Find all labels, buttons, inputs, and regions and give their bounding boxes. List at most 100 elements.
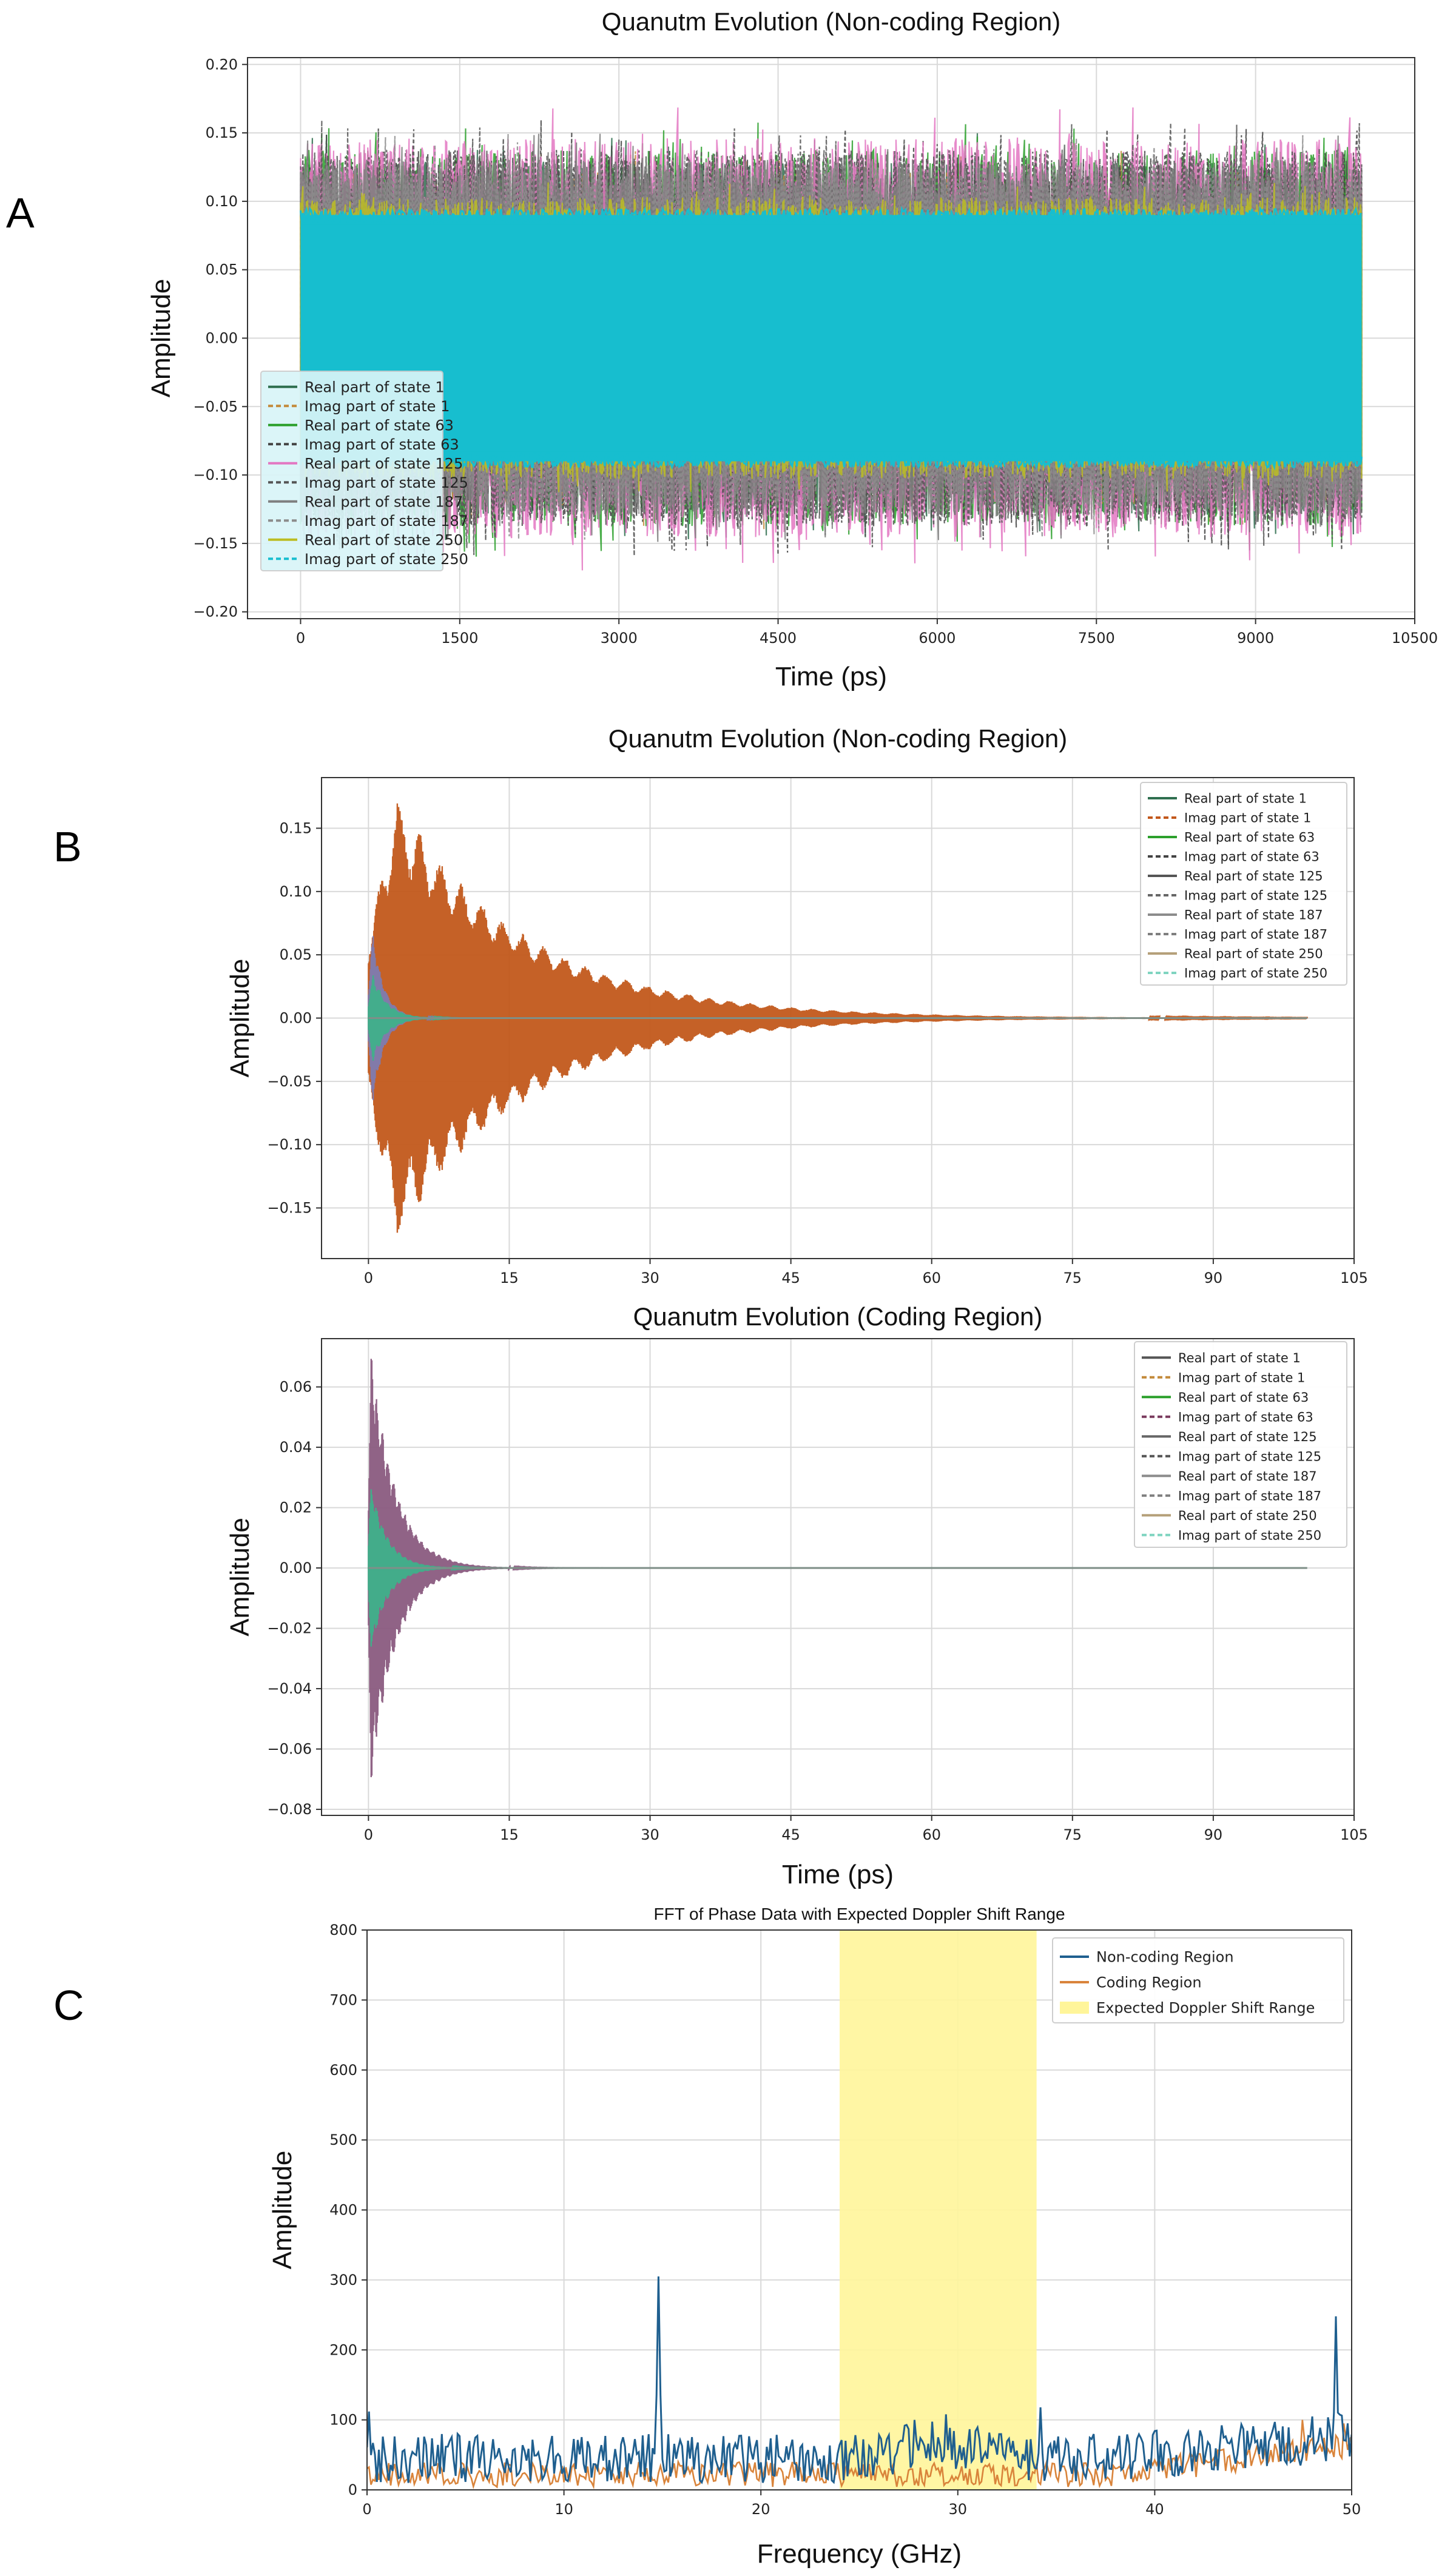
y-tick-label: 0.10	[206, 193, 238, 210]
series-line	[300, 224, 1362, 452]
legend-label: Imag part of state 63	[1178, 1410, 1313, 1424]
y-axis-label: Amplitude	[146, 279, 176, 398]
chart-b1: 0 15 30 45 60 75 90 105 −0.15 −0.10 −0.05 0.00 0.05 0…	[225, 724, 1368, 1286]
legend-label: Real part of state 1	[1184, 792, 1307, 806]
y-tick-label: 0.05	[206, 261, 238, 278]
x-tick-label: 10500	[1392, 630, 1438, 647]
legend-label: Real part of state 125	[305, 455, 463, 472]
legend: Non-coding Region Coding Region Expected D…	[1052, 1937, 1344, 2023]
legend-label: Real part of state 250	[1184, 947, 1323, 961]
y-tick-label: 0.15	[206, 124, 238, 141]
x-axis-label: Frequency (GHz)	[757, 2539, 962, 2569]
x-tick-label: 6000	[918, 630, 956, 647]
y-tick-label: −0.05	[193, 398, 238, 415]
legend-label: Imag part of state 250	[1178, 1528, 1321, 1542]
x-tick-label: 7500	[1078, 630, 1115, 647]
legend-label: Real part of state 125	[1178, 1430, 1317, 1444]
legend-label: Real part of state 187	[305, 493, 463, 510]
legend-label: Imag part of state 250	[1184, 966, 1327, 981]
y-tick-label: 0.00	[206, 330, 238, 347]
series-group	[368, 1359, 1307, 1778]
legend-label: Imag part of state 125	[1178, 1449, 1321, 1464]
x-tick-label: 60	[922, 1270, 941, 1286]
y-tick-label: 0.05	[280, 946, 312, 963]
x-tick-label: 90	[1204, 1826, 1223, 1843]
legend: Real part of state 1 Imag part of state 1…	[1134, 1341, 1347, 1548]
x-tick-label: 45	[781, 1270, 800, 1286]
x-axis-label: Time (ps)	[782, 1860, 894, 1889]
legend-label: Imag part of state 250	[305, 551, 468, 568]
y-tick-label: 400	[329, 2202, 357, 2219]
x-axis-label: Time (ps)	[775, 662, 887, 691]
series-line	[300, 206, 1362, 227]
y-tick-label: −0.15	[267, 1200, 312, 1217]
chart-b2: 0 15 30 45 60 75 90 105 −0.08 −0.06 −0.04 −0.02 0.00…	[225, 1302, 1368, 1889]
x-tick-label: 15	[500, 1826, 519, 1843]
legend-label: Imag part of state 1	[1178, 1370, 1305, 1385]
legend-label: Real part of state 187	[1178, 1469, 1317, 1484]
x-tick-label: 15	[500, 1270, 519, 1286]
x-tick-label: 9000	[1237, 630, 1274, 647]
x-tick-label: 105	[1340, 1270, 1368, 1286]
x-tick-label: 4500	[760, 630, 797, 647]
x-tick-label: 0	[364, 1826, 373, 1843]
y-tick-label: 100	[329, 2412, 357, 2429]
y-tick-label: −0.02	[267, 1620, 312, 1637]
series-line	[367, 2276, 1352, 2484]
y-tick-label: 800	[329, 1922, 357, 1939]
x-tick-label: 60	[922, 1826, 941, 1843]
y-tick-label: −0.10	[193, 466, 238, 483]
legend-box	[1140, 782, 1347, 986]
x-tick-label: 10	[554, 2501, 573, 2518]
x-tick-label: 40	[1145, 2501, 1164, 2518]
y-axis-label: Amplitude	[225, 959, 255, 1078]
legend-label: Non-coding Region	[1096, 1949, 1234, 1966]
legend-label: Imag part of state 1	[1184, 811, 1311, 826]
y-axis-label: Amplitude	[268, 2151, 297, 2270]
legend-label: Imag part of state 63	[1184, 850, 1320, 864]
y-tick-label: 200	[329, 2341, 357, 2358]
legend-label: Imag part of state 1	[305, 398, 450, 415]
series-group	[300, 107, 1363, 571]
chart-title: FFT of Phase Data with Expected Doppler …	[653, 1905, 1065, 1923]
legend-label: Real part of state 250	[1178, 1508, 1317, 1523]
x-tick-label: 0	[296, 630, 305, 647]
legend: Real part of state 1 Imag part of state 1…	[1140, 782, 1347, 986]
y-tick-label: 0.20	[206, 56, 238, 73]
legend-label: Imag part of state 125	[305, 474, 468, 491]
y-tick-label: 700	[329, 1991, 357, 2008]
legend-label: Imag part of state 125	[1184, 889, 1327, 903]
y-tick-label: 0.00	[280, 1559, 312, 1576]
doppler-shift-range	[840, 1930, 1037, 2490]
x-tick-label: 75	[1063, 1826, 1082, 1843]
legend-label: Real part of state 1	[305, 378, 445, 395]
x-tick-label: 30	[949, 2501, 968, 2518]
y-tick-label: −0.06	[267, 1741, 312, 1758]
y-tick-label: 0.06	[280, 1379, 312, 1396]
x-tick-label: 20	[752, 2501, 770, 2518]
y-tick-label: 300	[329, 2272, 357, 2288]
y-tick-label: −0.20	[193, 604, 238, 620]
legend-label: Real part of state 125	[1184, 869, 1323, 884]
legend-box	[1052, 1937, 1344, 2023]
legend-label: Real part of state 1	[1178, 1351, 1301, 1365]
legend-label: Real part of state 63	[1184, 830, 1315, 845]
chart-title: Quanutm Evolution (Non-coding Region)	[602, 7, 1060, 36]
y-tick-label: 500	[329, 2131, 357, 2148]
x-tick-label: 90	[1204, 1270, 1223, 1286]
legend-label: Imag part of state 187	[305, 513, 468, 530]
chart-a: 0 1500 3000 4500 6000 7500 9000 10500 −0.20 −0.15…	[146, 7, 1438, 691]
chart-title: Quanutm Evolution (Non-coding Region)	[608, 724, 1067, 753]
x-tick-label: 0	[364, 1270, 373, 1286]
legend-box	[1134, 1341, 1347, 1548]
y-axis-label: Amplitude	[225, 1518, 255, 1636]
x-tick-label: 30	[641, 1270, 659, 1286]
x-tick-label: 50	[1343, 2501, 1361, 2518]
y-tick-label: −0.10	[267, 1136, 312, 1153]
legend-label: Imag part of state 187	[1178, 1488, 1321, 1503]
y-tick-label: 0.00	[280, 1010, 312, 1027]
x-tick-label: 3000	[601, 630, 638, 647]
legend-label: Imag part of state 63	[305, 436, 459, 453]
panel-label-b: B	[53, 823, 82, 870]
